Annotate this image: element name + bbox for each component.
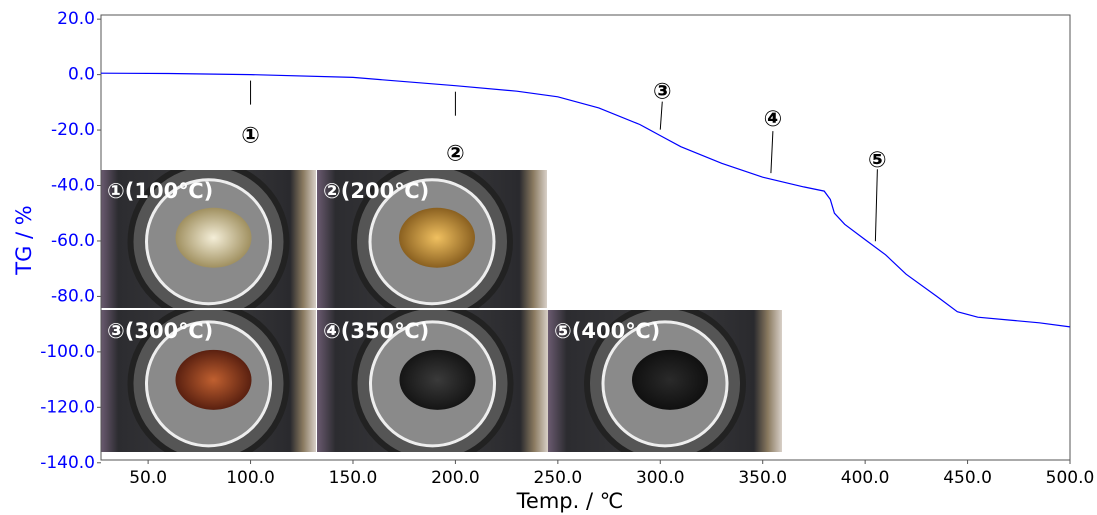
y-axis-label: TG / % xyxy=(12,205,36,275)
photo: ③(300℃) xyxy=(101,306,316,462)
chart: ①(100℃) ②(200℃) ③(300℃) ④(350℃) ⑤(400℃) TG /… xyxy=(0,0,1097,515)
annotation-label: ⑤ xyxy=(868,148,887,173)
annotation-label: ③ xyxy=(653,80,672,105)
y-tick-label: 0.0 xyxy=(68,65,95,85)
x-tick-label: 350.0 xyxy=(738,468,787,488)
sample xyxy=(176,350,252,410)
x-tick-label: 500.0 xyxy=(1046,468,1095,488)
y-tick-label: -20.0 xyxy=(51,120,95,140)
inset-label: ③(300℃) xyxy=(107,319,213,343)
y-tick-label: -100.0 xyxy=(40,342,95,362)
y-tick-label: -60.0 xyxy=(51,231,95,251)
annotation-label: ④ xyxy=(764,107,783,132)
x-tick-label: 400.0 xyxy=(841,468,890,488)
x-tick-label: 450.0 xyxy=(943,468,992,488)
sample xyxy=(176,208,252,268)
inset-label: ④(350℃) xyxy=(323,319,429,343)
inset-label: ②(200℃) xyxy=(323,179,429,203)
annotation-line xyxy=(875,169,877,241)
x-tick-label: 200.0 xyxy=(431,468,480,488)
annotation-line xyxy=(660,102,662,130)
inset-label: ⑤(400℃) xyxy=(554,319,660,343)
photo: ①(100℃) xyxy=(101,164,316,320)
x-tick-label: 50.0 xyxy=(129,468,167,488)
annotation-label: ① xyxy=(241,124,260,149)
y-tick-label: -40.0 xyxy=(51,176,95,196)
x-tick-label: 100.0 xyxy=(226,468,275,488)
photo-insets: ①(100℃) ②(200℃) ③(300℃) ④(350℃) ⑤(400℃) xyxy=(101,164,782,462)
sample xyxy=(632,350,708,410)
sample xyxy=(399,208,475,268)
photo: ⑤(400℃) xyxy=(548,306,782,462)
x-tick-label: 250.0 xyxy=(534,468,583,488)
y-tick-label: -80.0 xyxy=(51,286,95,306)
x-axis-label: Temp. / ℃ xyxy=(516,489,624,513)
photo: ②(200℃) xyxy=(317,164,547,320)
y-tick-label: 20.0 xyxy=(57,9,95,29)
photo: ④(350℃) xyxy=(317,306,548,462)
annotation-line xyxy=(771,131,773,173)
y-tick-label: -140.0 xyxy=(40,453,95,473)
sample xyxy=(400,350,476,410)
y-tick-label: -120.0 xyxy=(40,397,95,417)
x-tick-label: 150.0 xyxy=(329,468,378,488)
inset-label: ①(100℃) xyxy=(107,179,213,203)
x-tick-label: 300.0 xyxy=(636,468,685,488)
annotation-label: ② xyxy=(446,142,465,167)
